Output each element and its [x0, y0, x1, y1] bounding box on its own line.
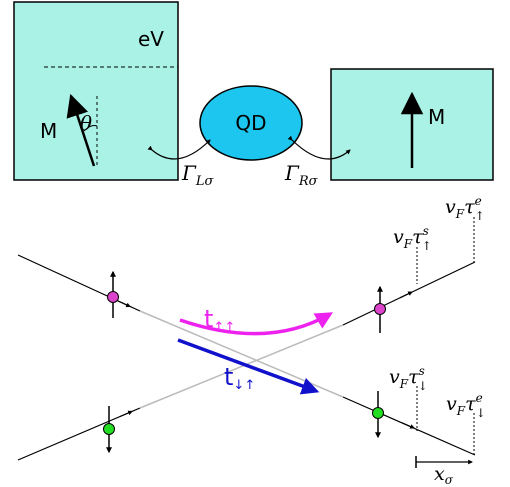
- spin-down-outgoing: [372, 391, 384, 439]
- t-upup-label: t↑↑: [204, 305, 235, 335]
- quantum-dot-label: QD: [235, 111, 266, 135]
- right-magnet-label: M: [428, 105, 445, 129]
- gamma-left-label: ΓLσ: [181, 161, 215, 189]
- direction-arrow-out-down: [401, 422, 415, 429]
- tau-down-s-label: vFτs ↓: [389, 364, 428, 393]
- incoming-down-line: [17, 407, 141, 461]
- t-upup-arrow: [179, 312, 334, 336]
- bias-label: eV: [138, 27, 164, 51]
- spin-up-incoming: [107, 270, 119, 318]
- spin-down-incoming: [103, 406, 115, 454]
- left-magnetization-arrow: [66, 93, 96, 167]
- left-magnet-label: M: [40, 119, 57, 143]
- left-lead: eV M θ: [13, 1, 179, 181]
- direction-arrow-out-up: [399, 291, 413, 299]
- t-downup-label: t↓↑: [224, 363, 255, 393]
- gamma-right-label: ΓRσ: [284, 161, 319, 189]
- angle-label: θ: [80, 111, 92, 135]
- crossing-line-b: [139, 324, 344, 409]
- spin-up-outgoing: [374, 285, 386, 333]
- right-lead: M: [330, 68, 494, 181]
- left-tunneling-arrow: [147, 139, 211, 160]
- tau-up-e-label: vFτe ↑: [445, 194, 485, 223]
- right-tunneling-arrow: [287, 135, 351, 160]
- tau-up-s-label: vFτs ↑: [393, 224, 432, 253]
- tau-down-e-label: vFτe ↓: [446, 391, 486, 420]
- direction-arrow-in-up: [117, 300, 131, 308]
- t-downup-arrow: [177, 338, 320, 395]
- x-sigma-label: xσ: [434, 463, 454, 487]
- quantum-dot: [199, 85, 303, 161]
- angle-arc: [83, 125, 98, 132]
- direction-arrow-in-down: [119, 410, 133, 418]
